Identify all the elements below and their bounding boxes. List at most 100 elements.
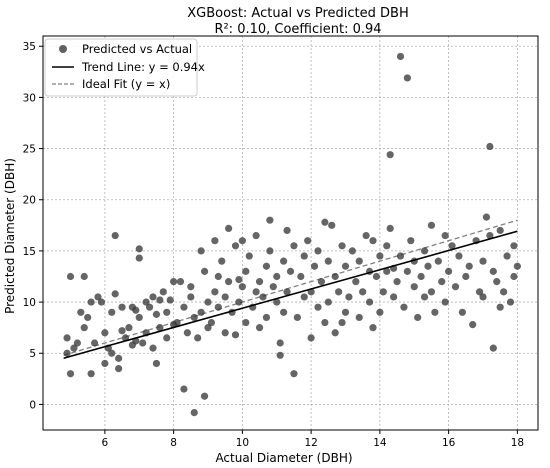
data-point — [190, 313, 198, 322]
data-point — [280, 308, 288, 316]
data-point — [331, 329, 339, 337]
data-point — [465, 262, 473, 270]
data-point — [149, 344, 157, 352]
data-point — [211, 288, 219, 296]
data-point — [115, 364, 123, 373]
data-point — [200, 267, 209, 275]
data-point — [314, 303, 322, 311]
y-axis-ticks: 0 5 10 15 20 25 30 35 — [23, 41, 43, 411]
data-point — [376, 252, 384, 260]
data-point — [108, 349, 116, 357]
data-point — [269, 283, 277, 291]
data-point — [479, 293, 487, 301]
data-point — [331, 272, 339, 281]
data-point — [441, 231, 449, 240]
chart-subtitle: R²: 0.10, Coefficient: 0.94 — [214, 22, 381, 37]
data-point — [245, 252, 253, 260]
data-point — [242, 267, 250, 275]
data-point — [352, 278, 360, 286]
data-point — [163, 334, 171, 342]
data-point — [280, 257, 288, 265]
data-point — [231, 331, 240, 339]
data-point — [273, 272, 281, 281]
y-tick-label: 10 — [23, 297, 36, 309]
data-point — [87, 370, 95, 378]
data-point — [510, 272, 518, 281]
data-point — [152, 310, 161, 318]
data-point — [300, 293, 308, 301]
data-point — [386, 151, 394, 159]
data-point — [235, 275, 243, 284]
ideal-fit-line-path — [63, 219, 518, 356]
y-tick-label: 25 — [23, 144, 36, 156]
data-point — [225, 278, 233, 286]
data-point — [407, 237, 415, 245]
data-point — [262, 262, 271, 270]
data-point — [500, 288, 508, 296]
data-point — [214, 303, 222, 311]
data-point — [355, 313, 363, 322]
data-point — [441, 298, 449, 306]
legend-label-points: Predicted vs Actual — [82, 42, 192, 56]
data-point — [170, 278, 178, 286]
data-point — [115, 354, 123, 362]
data-point — [145, 303, 154, 311]
data-point — [255, 278, 264, 286]
data-point — [152, 359, 161, 368]
data-point — [66, 272, 75, 281]
data-point — [118, 327, 126, 335]
legend-label-trend: Trend Line: y = 0.94x — [81, 60, 205, 74]
data-point — [328, 221, 336, 229]
data-point — [266, 216, 274, 224]
data-point — [204, 298, 212, 306]
data-point — [396, 252, 405, 260]
data-point — [290, 242, 298, 250]
data-point — [94, 293, 102, 301]
data-point — [266, 247, 274, 255]
data-point — [376, 308, 384, 316]
data-point — [135, 254, 143, 262]
data-point — [159, 288, 167, 296]
data-point — [424, 262, 432, 270]
data-point — [290, 370, 298, 378]
data-points — [63, 52, 521, 417]
data-point — [139, 339, 147, 347]
data-point — [63, 349, 71, 357]
x-axis-ticks: 6 8 10 12 14 16 18 — [102, 430, 524, 449]
legend: Predicted vs Actual Trend Line: y = 0.94… — [44, 38, 205, 97]
data-point — [469, 320, 477, 329]
data-point — [197, 308, 205, 316]
data-point — [221, 293, 229, 301]
x-tick-label: 8 — [170, 437, 177, 449]
data-point — [365, 298, 374, 306]
data-point — [341, 308, 350, 316]
data-point — [63, 334, 71, 342]
data-point — [128, 303, 136, 311]
data-point — [486, 231, 494, 240]
chart-title: XGBoost: Actual vs Predicted DBH — [187, 6, 409, 21]
data-point — [187, 283, 195, 291]
data-point — [324, 298, 332, 306]
data-point — [482, 213, 491, 221]
data-point — [108, 308, 116, 316]
data-point — [503, 252, 511, 260]
data-point — [125, 324, 133, 332]
data-point — [420, 293, 429, 301]
data-point — [338, 242, 346, 250]
data-point — [372, 272, 381, 281]
data-point — [297, 272, 305, 281]
data-point — [276, 351, 284, 359]
data-point — [324, 257, 332, 265]
x-tick-label: 18 — [511, 437, 524, 449]
data-point — [369, 324, 377, 332]
data-point — [97, 298, 106, 306]
data-point — [427, 221, 436, 229]
legend-label-ideal: Ideal Fit (y = x) — [82, 77, 170, 91]
data-point — [238, 237, 246, 245]
data-point — [383, 242, 391, 250]
data-point — [479, 257, 487, 265]
data-point — [393, 278, 401, 286]
data-point — [362, 231, 370, 240]
data-point — [180, 385, 188, 393]
